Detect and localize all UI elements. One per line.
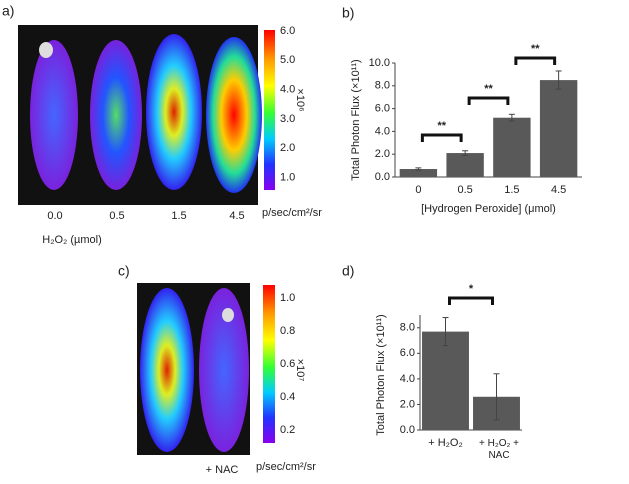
- image-label: 0.0: [47, 210, 62, 222]
- image-xlabel: H₂O₂ (µmol): [42, 234, 102, 246]
- significance-bracket: [514, 56, 557, 65]
- colorbar-tick: 0.6: [280, 358, 295, 370]
- colorbar-tick: 6.0: [280, 25, 295, 37]
- colorbar-tick: 4.0: [280, 84, 295, 96]
- image-label: 0.5: [109, 210, 124, 222]
- x-tick-label: 0.5: [457, 184, 472, 196]
- significance-bracket: [420, 133, 463, 142]
- y-tick-label: 4.0: [400, 373, 415, 385]
- colorbar-tick: 1.0: [280, 292, 295, 304]
- colorbar-tick: 1.0: [280, 171, 295, 183]
- colorbar: [264, 30, 275, 190]
- colorbar-tick: 0.8: [280, 325, 295, 337]
- y-tick-label: 2.0: [375, 148, 390, 160]
- image-label: 1.5: [171, 210, 186, 222]
- colorbar-scale: ×10⁶: [294, 88, 306, 111]
- x-tick-label: 0: [415, 184, 421, 196]
- image-label: + NAC: [206, 464, 239, 476]
- y-tick-label: 8.0: [375, 80, 390, 92]
- bar: [446, 153, 484, 177]
- y-tick-label: 0.0: [400, 424, 415, 436]
- y-axis-label: Total Photon Flux (×10¹¹): [375, 314, 387, 435]
- significance-bracket: [467, 96, 510, 105]
- colorbar-unit: p/sec/cm²/sr: [256, 461, 316, 473]
- annotation: **: [484, 83, 493, 95]
- bar: [493, 117, 531, 177]
- x-tick-label: 1.5: [504, 184, 519, 196]
- panel-label: b): [342, 5, 354, 21]
- y-tick-label: 4.0: [375, 125, 390, 137]
- panel-label: d): [342, 263, 354, 279]
- y-tick-label: 8.0: [400, 322, 415, 334]
- y-tick-label: 0.0: [375, 171, 390, 183]
- annotation: **: [531, 43, 540, 55]
- y-axis-label: Total Photon Flux (×10¹¹): [350, 59, 362, 180]
- annotation: **: [437, 120, 446, 132]
- significance-bracket: [448, 296, 494, 305]
- annotation: *: [469, 283, 474, 295]
- mouse-image: [30, 34, 262, 193]
- y-tick-label: 6.0: [375, 103, 390, 115]
- colorbar-scale: ×10⁷: [294, 359, 306, 382]
- y-tick-label: 10.0: [369, 57, 390, 69]
- bar: [539, 80, 578, 177]
- colorbar-tick: 0.2: [280, 424, 295, 436]
- colorbar-tick: 0.4: [280, 391, 295, 403]
- x-axis-label: [Hydrogen Peroxide] (μmol): [421, 203, 556, 215]
- y-tick-label: 6.0: [400, 347, 415, 359]
- y-tick-label: 2.0: [400, 398, 415, 410]
- x-tick-label: + H₂O₂ + NAC: [479, 438, 519, 461]
- x-tick-label: + H₂O₂: [428, 437, 463, 449]
- colorbar: [263, 285, 275, 443]
- image-label: 4.5: [229, 210, 244, 222]
- mouse-image: [140, 288, 249, 452]
- colorbar-tick: 2.0: [280, 142, 295, 154]
- colorbar-unit: p/sec/cm²/sr: [262, 207, 322, 219]
- x-tick-label: 4.5: [551, 184, 566, 196]
- panel-label: c): [118, 263, 130, 279]
- bar: [399, 169, 438, 177]
- panel-label: a): [2, 3, 14, 19]
- colorbar-tick: 3.0: [280, 113, 295, 125]
- colorbar-tick: 5.0: [280, 54, 295, 66]
- bar: [422, 331, 469, 430]
